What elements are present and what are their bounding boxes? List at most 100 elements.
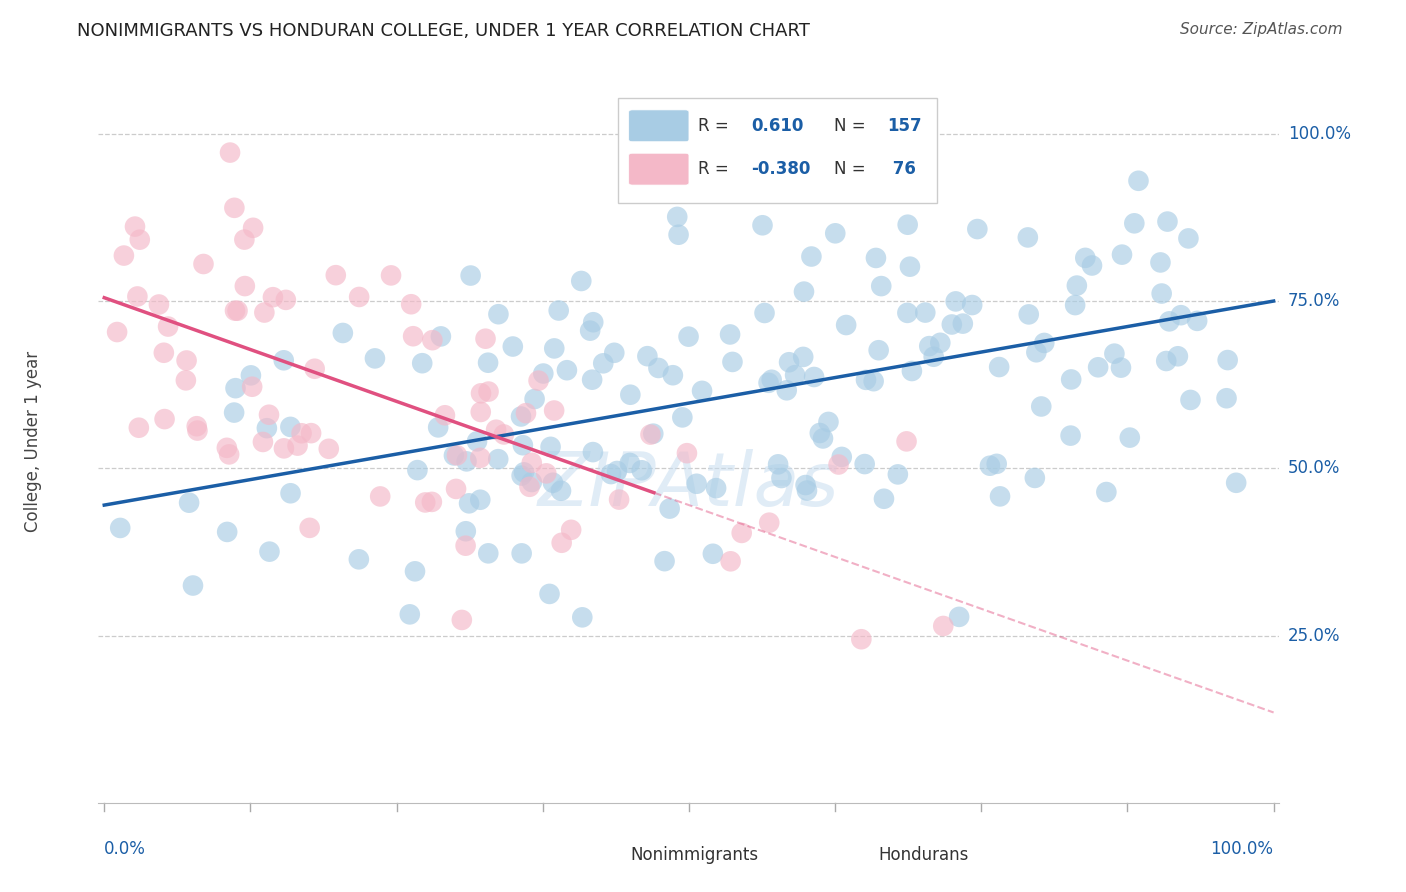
Point: [785, 368, 807, 383]
Point: [430, 329, 453, 343]
Point: [1095, 485, 1118, 500]
Point: [225, 381, 247, 395]
Text: College, Under 1 year: College, Under 1 year: [24, 351, 42, 533]
Point: [887, 467, 910, 482]
Point: [193, 257, 215, 271]
Point: [252, 434, 274, 449]
Point: [988, 489, 1011, 503]
Text: 157: 157: [887, 117, 922, 135]
Point: [855, 373, 877, 387]
Text: 0.610: 0.610: [752, 117, 804, 135]
Point: [1215, 391, 1237, 405]
Point: [1087, 360, 1109, 375]
Point: [112, 249, 135, 263]
Point: [897, 218, 920, 232]
Point: [420, 495, 443, 509]
Point: [1024, 471, 1046, 485]
Point: [1081, 259, 1104, 273]
Point: [800, 250, 823, 264]
Point: [510, 546, 533, 560]
FancyBboxPatch shape: [628, 153, 689, 185]
Point: [474, 332, 496, 346]
Point: [870, 279, 893, 293]
Point: [1104, 346, 1126, 360]
Point: [868, 343, 890, 358]
Point: [513, 466, 536, 480]
Point: [824, 227, 846, 241]
Point: [966, 222, 988, 236]
Point: [128, 233, 150, 247]
Point: [630, 463, 652, 477]
Point: [298, 521, 321, 535]
Point: [531, 367, 554, 381]
Point: [538, 587, 561, 601]
Point: [979, 458, 1001, 473]
Point: [287, 439, 309, 453]
Point: [523, 392, 546, 406]
Point: [240, 380, 263, 394]
Point: [873, 491, 896, 506]
Point: [776, 384, 799, 398]
Point: [1033, 335, 1056, 350]
Point: [808, 425, 831, 440]
Point: [148, 297, 170, 311]
Point: [110, 521, 132, 535]
Point: [519, 480, 541, 494]
Point: [704, 481, 727, 495]
Point: [1128, 174, 1150, 188]
FancyBboxPatch shape: [619, 98, 936, 203]
Point: [219, 145, 242, 160]
Point: [153, 345, 176, 359]
Text: 50.0%: 50.0%: [1288, 459, 1340, 477]
Point: [792, 350, 814, 364]
Point: [720, 554, 742, 568]
Point: [470, 386, 492, 401]
Point: [540, 440, 562, 454]
Point: [1074, 251, 1097, 265]
Point: [543, 403, 565, 417]
Point: [794, 478, 817, 492]
Point: [619, 388, 641, 402]
Text: N =: N =: [834, 117, 872, 135]
Point: [582, 445, 605, 459]
Point: [127, 289, 149, 303]
Point: [177, 496, 200, 510]
Point: [606, 464, 628, 478]
Point: [124, 219, 146, 234]
Point: [1066, 278, 1088, 293]
Point: [186, 419, 208, 434]
Point: [157, 319, 180, 334]
Point: [413, 495, 436, 509]
Point: [543, 342, 565, 356]
Text: 25.0%: 25.0%: [1288, 626, 1340, 645]
Point: [666, 210, 689, 224]
Text: -0.380: -0.380: [752, 161, 811, 178]
Point: [898, 260, 921, 274]
Point: [492, 427, 515, 442]
FancyBboxPatch shape: [628, 110, 689, 142]
Point: [1170, 308, 1192, 322]
Point: [901, 364, 924, 378]
Point: [174, 373, 197, 387]
Point: [560, 523, 582, 537]
Point: [865, 251, 887, 265]
Point: [1119, 431, 1142, 445]
Point: [444, 482, 467, 496]
Point: [731, 525, 754, 540]
Point: [758, 376, 780, 390]
Point: [1154, 354, 1177, 368]
Point: [929, 335, 952, 350]
Point: [242, 220, 264, 235]
Point: [1064, 298, 1087, 312]
Point: [486, 452, 509, 467]
Text: N =: N =: [834, 161, 872, 178]
Point: [541, 475, 564, 490]
Point: [1177, 231, 1199, 245]
Point: [274, 293, 297, 307]
Point: [896, 434, 918, 449]
Point: [512, 438, 534, 452]
Point: [280, 486, 302, 500]
Point: [181, 578, 204, 592]
Point: [477, 356, 499, 370]
Point: [1180, 392, 1202, 407]
